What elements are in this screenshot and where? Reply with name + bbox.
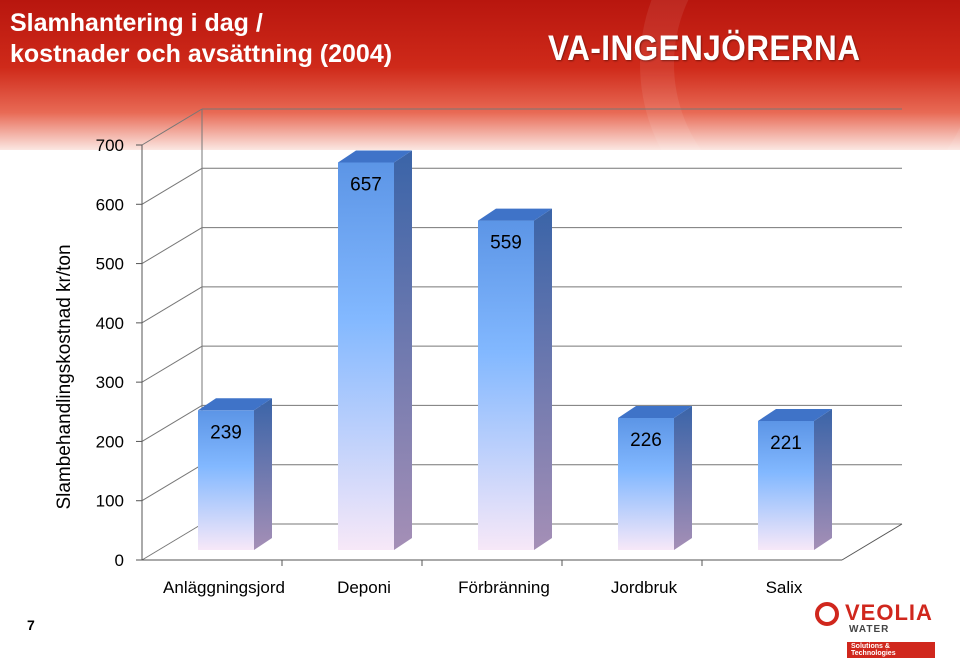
bar-1: 657 — [338, 150, 412, 550]
bar-2: 559 — [478, 208, 552, 551]
chart-bars: 239 657 559 226 221 — [198, 150, 832, 551]
x-category-label-4: Salix — [766, 578, 803, 597]
y-tick-label-7: 700 — [96, 136, 124, 155]
veolia-logo-word: VEOLIA — [845, 600, 933, 625]
x-category-label-1: Deponi — [337, 578, 391, 597]
y-tick-label-2: 200 — [96, 432, 124, 451]
veolia-logo: VEOLIA WATER Solutions & Technologies — [815, 600, 935, 658]
bar-top-2 — [478, 208, 552, 221]
veolia-logo-tagline: Solutions & Technologies — [847, 642, 935, 658]
y-tick-label-4: 400 — [96, 314, 124, 333]
bar-value-label-1: 657 — [350, 174, 382, 195]
grid-diagonal-0 — [141, 523, 203, 561]
bar-side-2 — [534, 208, 552, 551]
y-tick-label-0: 0 — [115, 551, 124, 570]
bar-value-label-3: 226 — [630, 430, 662, 451]
y-tick-label-3: 300 — [96, 373, 124, 392]
bar-value-label-2: 559 — [490, 233, 522, 254]
slide-number: 7 — [27, 617, 35, 633]
veolia-mark-icon — [815, 602, 839, 626]
bar-top-1 — [338, 150, 412, 163]
grid-diagonal-7 — [141, 108, 203, 146]
x-category-label-3: Jordbruk — [611, 578, 678, 597]
x-category-label-0: Anläggningsjord — [163, 578, 285, 597]
slide-title: Slamhantering i dag / kostnader och avsä… — [10, 9, 393, 68]
brand-logo: VA-INGENJÖRERNA — [548, 29, 861, 68]
bar-front-0 — [198, 410, 254, 550]
grid-diagonal-5 — [141, 227, 203, 265]
bar-front-4 — [758, 420, 814, 550]
bar-3: 226 — [618, 406, 692, 550]
bar-top-4 — [758, 408, 832, 421]
bar-0: 239 — [198, 398, 272, 550]
floor-right-edge — [841, 523, 903, 561]
bar-side-0 — [254, 398, 272, 550]
bar-value-label-0: 239 — [210, 422, 242, 443]
y-tick-label-6: 600 — [96, 195, 124, 214]
y-tick-label-1: 100 — [96, 492, 124, 511]
grid-diagonal-1 — [141, 464, 203, 502]
bar-4: 221 — [758, 408, 832, 550]
grid-diagonal-6 — [141, 167, 203, 205]
bar-top-0 — [198, 398, 272, 411]
header-banner: Slamhantering i dag / kostnader och avsä… — [0, 0, 960, 150]
grid-diagonal-2 — [141, 404, 203, 442]
bar-front-3 — [618, 418, 674, 550]
grid-diagonal-3 — [141, 345, 203, 383]
bar-side-1 — [394, 150, 412, 550]
y-tick-label-5: 500 — [96, 255, 124, 274]
bar-top-3 — [618, 406, 692, 419]
x-axis-categories: Anläggningsjord Deponi Förbränning Jordbruk… — [163, 578, 803, 597]
bar-side-3 — [674, 406, 692, 550]
x-category-label-2: Förbränning — [458, 578, 550, 597]
bar-side-4 — [814, 408, 832, 550]
bar-front-1 — [338, 162, 394, 550]
bar-value-label-4: 221 — [770, 433, 802, 454]
y-axis-label: Slambehandlingskostnad kr/ton — [54, 244, 75, 509]
y-axis-ticks: 0 100 200 300 400 500 600 700 — [96, 136, 124, 570]
bar-front-2 — [478, 220, 534, 551]
veolia-logo-sub: WATER — [849, 624, 890, 635]
grid-diagonal-4 — [141, 286, 203, 324]
